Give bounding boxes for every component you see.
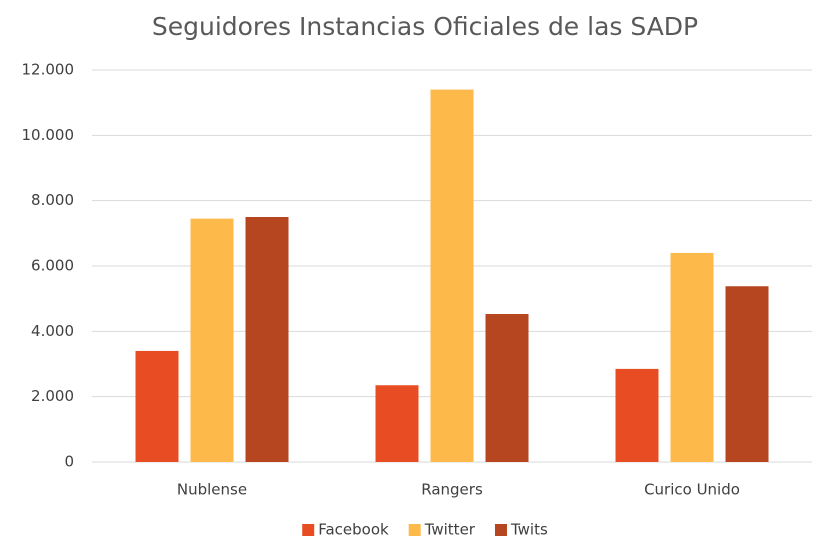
- y-tick-label: 4.000: [31, 322, 74, 340]
- x-tick-label: Nublense: [177, 481, 247, 499]
- y-tick-label: 2.000: [31, 387, 74, 405]
- bar: [190, 218, 234, 462]
- y-tick-label: 12.000: [22, 61, 75, 79]
- legend-swatch: [302, 524, 315, 536]
- y-tick-label: 10.000: [22, 126, 75, 144]
- y-tick-label: 8.000: [31, 191, 74, 209]
- bar: [615, 368, 659, 462]
- bar: [375, 385, 419, 462]
- x-tick-label: Curico Unido: [644, 481, 740, 499]
- bar: [485, 314, 529, 462]
- legend-label: Facebook: [318, 521, 389, 538]
- bar: [725, 286, 769, 462]
- legend-swatch: [494, 524, 507, 536]
- y-tick-label: 0: [64, 453, 74, 471]
- chart-title: Seguidores Instancias Oficiales de las S…: [152, 12, 698, 41]
- legend-swatch: [408, 524, 421, 536]
- x-tick-label: Rangers: [421, 481, 483, 499]
- bar: [135, 350, 179, 462]
- bar: [245, 217, 289, 462]
- y-tick-label: 6.000: [31, 257, 74, 275]
- bar: [430, 89, 474, 462]
- bar: [670, 252, 714, 462]
- legend-label: Twits: [510, 521, 548, 538]
- legend-label: Twitter: [424, 521, 476, 538]
